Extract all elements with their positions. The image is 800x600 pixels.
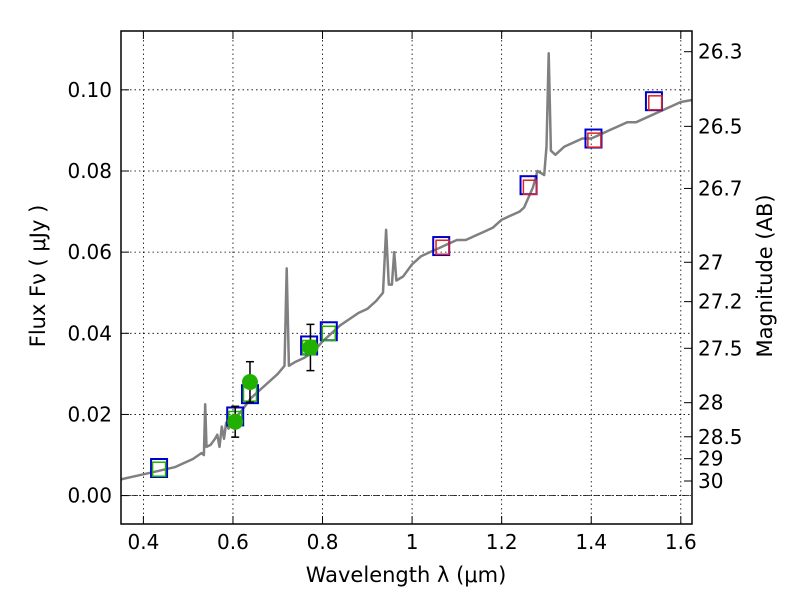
spectrum-line — [120, 52, 693, 481]
mag-tick-label: 30 — [698, 469, 723, 493]
data-points — [150, 91, 663, 479]
y-axis-label-right: Magnitude (AB) — [753, 194, 777, 357]
x-tick-label: 1 — [406, 530, 419, 554]
x-tick-label: 1.6 — [665, 530, 697, 554]
red-square-marker — [435, 239, 450, 256]
x-tick-label: 0.4 — [127, 530, 159, 554]
x-tick-label: 0.6 — [217, 530, 249, 554]
model-spectrum — [120, 52, 693, 481]
mag-tick-label: 27.5 — [698, 336, 743, 360]
mag-tick-label: 27 — [698, 250, 723, 274]
y-tick-label: 0.10 — [67, 78, 112, 102]
green-data-point — [241, 373, 258, 390]
green-square-marker — [151, 461, 167, 477]
mag-tick-label: 28 — [698, 391, 723, 415]
mag-tick-label: 27.2 — [698, 290, 743, 314]
mag-tick-label: 28.5 — [698, 425, 743, 449]
mag-tick-label: 26.3 — [698, 40, 743, 64]
y-tick-label: 0.00 — [67, 484, 112, 508]
x-tick-label: 1.2 — [486, 530, 518, 554]
mag-tick-label: 26.5 — [698, 114, 743, 138]
x-axis-label: Wavelength λ (μm) — [306, 563, 507, 587]
y-tick-label: 0.06 — [67, 240, 112, 264]
mag-tick-label: 26.7 — [698, 176, 743, 200]
plot-frame — [120, 30, 693, 525]
y-axis-ticks: 0.00 0.02 0.04 0.06 0.08 0.10 — [67, 78, 129, 508]
red-square-marker — [587, 132, 602, 148]
y-tick-label: 0.04 — [67, 321, 112, 345]
mag-tick-label: 29 — [698, 447, 723, 471]
x-tick-label: 1.4 — [575, 530, 607, 554]
grid — [121, 31, 692, 524]
x-tick-label: 0.8 — [307, 530, 339, 554]
green-square-marker — [321, 325, 337, 342]
blue-square-marker — [150, 458, 169, 479]
red-square-marker — [522, 179, 538, 195]
y-axis-label-left: Flux Fν ( μJy ) — [26, 205, 50, 348]
y-tick-label: 0.02 — [67, 402, 112, 426]
red-square-marker — [648, 95, 663, 111]
green-data-point — [227, 413, 244, 430]
x-axis-ticks: 0.4 0.6 0.8 1 1.2 1.4 1.6 — [127, 31, 697, 554]
green-data-point — [302, 339, 319, 356]
y-tick-label: 0.08 — [67, 159, 112, 183]
